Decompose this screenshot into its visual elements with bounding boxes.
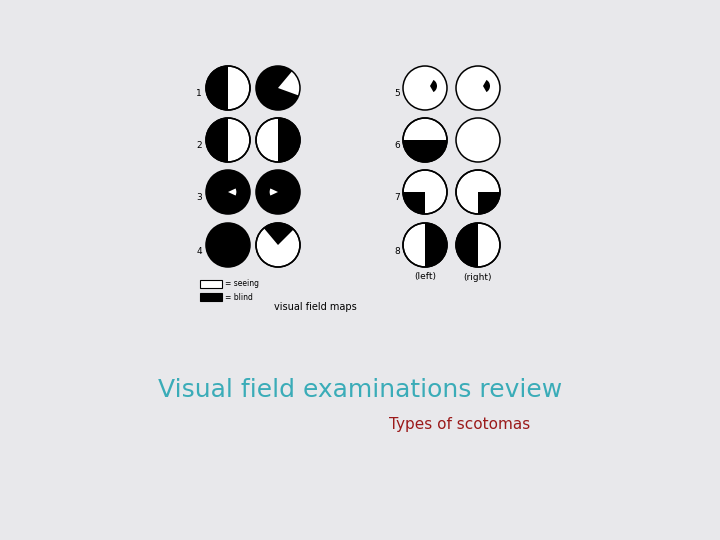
Circle shape — [403, 66, 447, 110]
Wedge shape — [403, 192, 425, 214]
Circle shape — [456, 66, 500, 110]
Wedge shape — [430, 80, 437, 92]
Circle shape — [256, 223, 300, 267]
Wedge shape — [278, 71, 300, 96]
Wedge shape — [228, 188, 236, 195]
Text: (right): (right) — [464, 273, 492, 281]
Text: = seeing: = seeing — [225, 280, 259, 288]
Wedge shape — [403, 140, 447, 162]
Text: 5: 5 — [395, 90, 400, 98]
Circle shape — [403, 223, 447, 267]
Text: Types of scotomas: Types of scotomas — [390, 417, 531, 433]
Text: (left): (left) — [414, 273, 436, 281]
Circle shape — [403, 170, 447, 214]
Text: 7: 7 — [395, 193, 400, 202]
Text: visual field maps: visual field maps — [274, 302, 356, 312]
Text: 6: 6 — [395, 141, 400, 151]
Circle shape — [256, 66, 300, 110]
Text: = blind: = blind — [225, 293, 253, 301]
Wedge shape — [206, 66, 228, 110]
Wedge shape — [456, 223, 478, 267]
Circle shape — [403, 118, 447, 162]
Wedge shape — [478, 192, 500, 214]
Wedge shape — [425, 223, 447, 267]
Circle shape — [256, 170, 300, 214]
Text: 4: 4 — [197, 246, 202, 255]
Circle shape — [456, 118, 500, 162]
Circle shape — [206, 66, 250, 110]
Circle shape — [206, 170, 250, 214]
Text: 1: 1 — [197, 90, 202, 98]
Circle shape — [206, 118, 250, 162]
Wedge shape — [264, 223, 294, 245]
Text: Visual field examinations review: Visual field examinations review — [158, 378, 562, 402]
Wedge shape — [483, 80, 490, 92]
Text: 3: 3 — [197, 193, 202, 202]
Wedge shape — [269, 188, 278, 195]
Wedge shape — [278, 118, 300, 162]
Circle shape — [206, 223, 250, 267]
Circle shape — [456, 170, 500, 214]
Wedge shape — [206, 118, 228, 162]
Circle shape — [456, 223, 500, 267]
Circle shape — [256, 118, 300, 162]
Text: 2: 2 — [197, 141, 202, 151]
Bar — [200, 280, 222, 288]
Text: 8: 8 — [395, 246, 400, 255]
Bar — [200, 293, 222, 301]
